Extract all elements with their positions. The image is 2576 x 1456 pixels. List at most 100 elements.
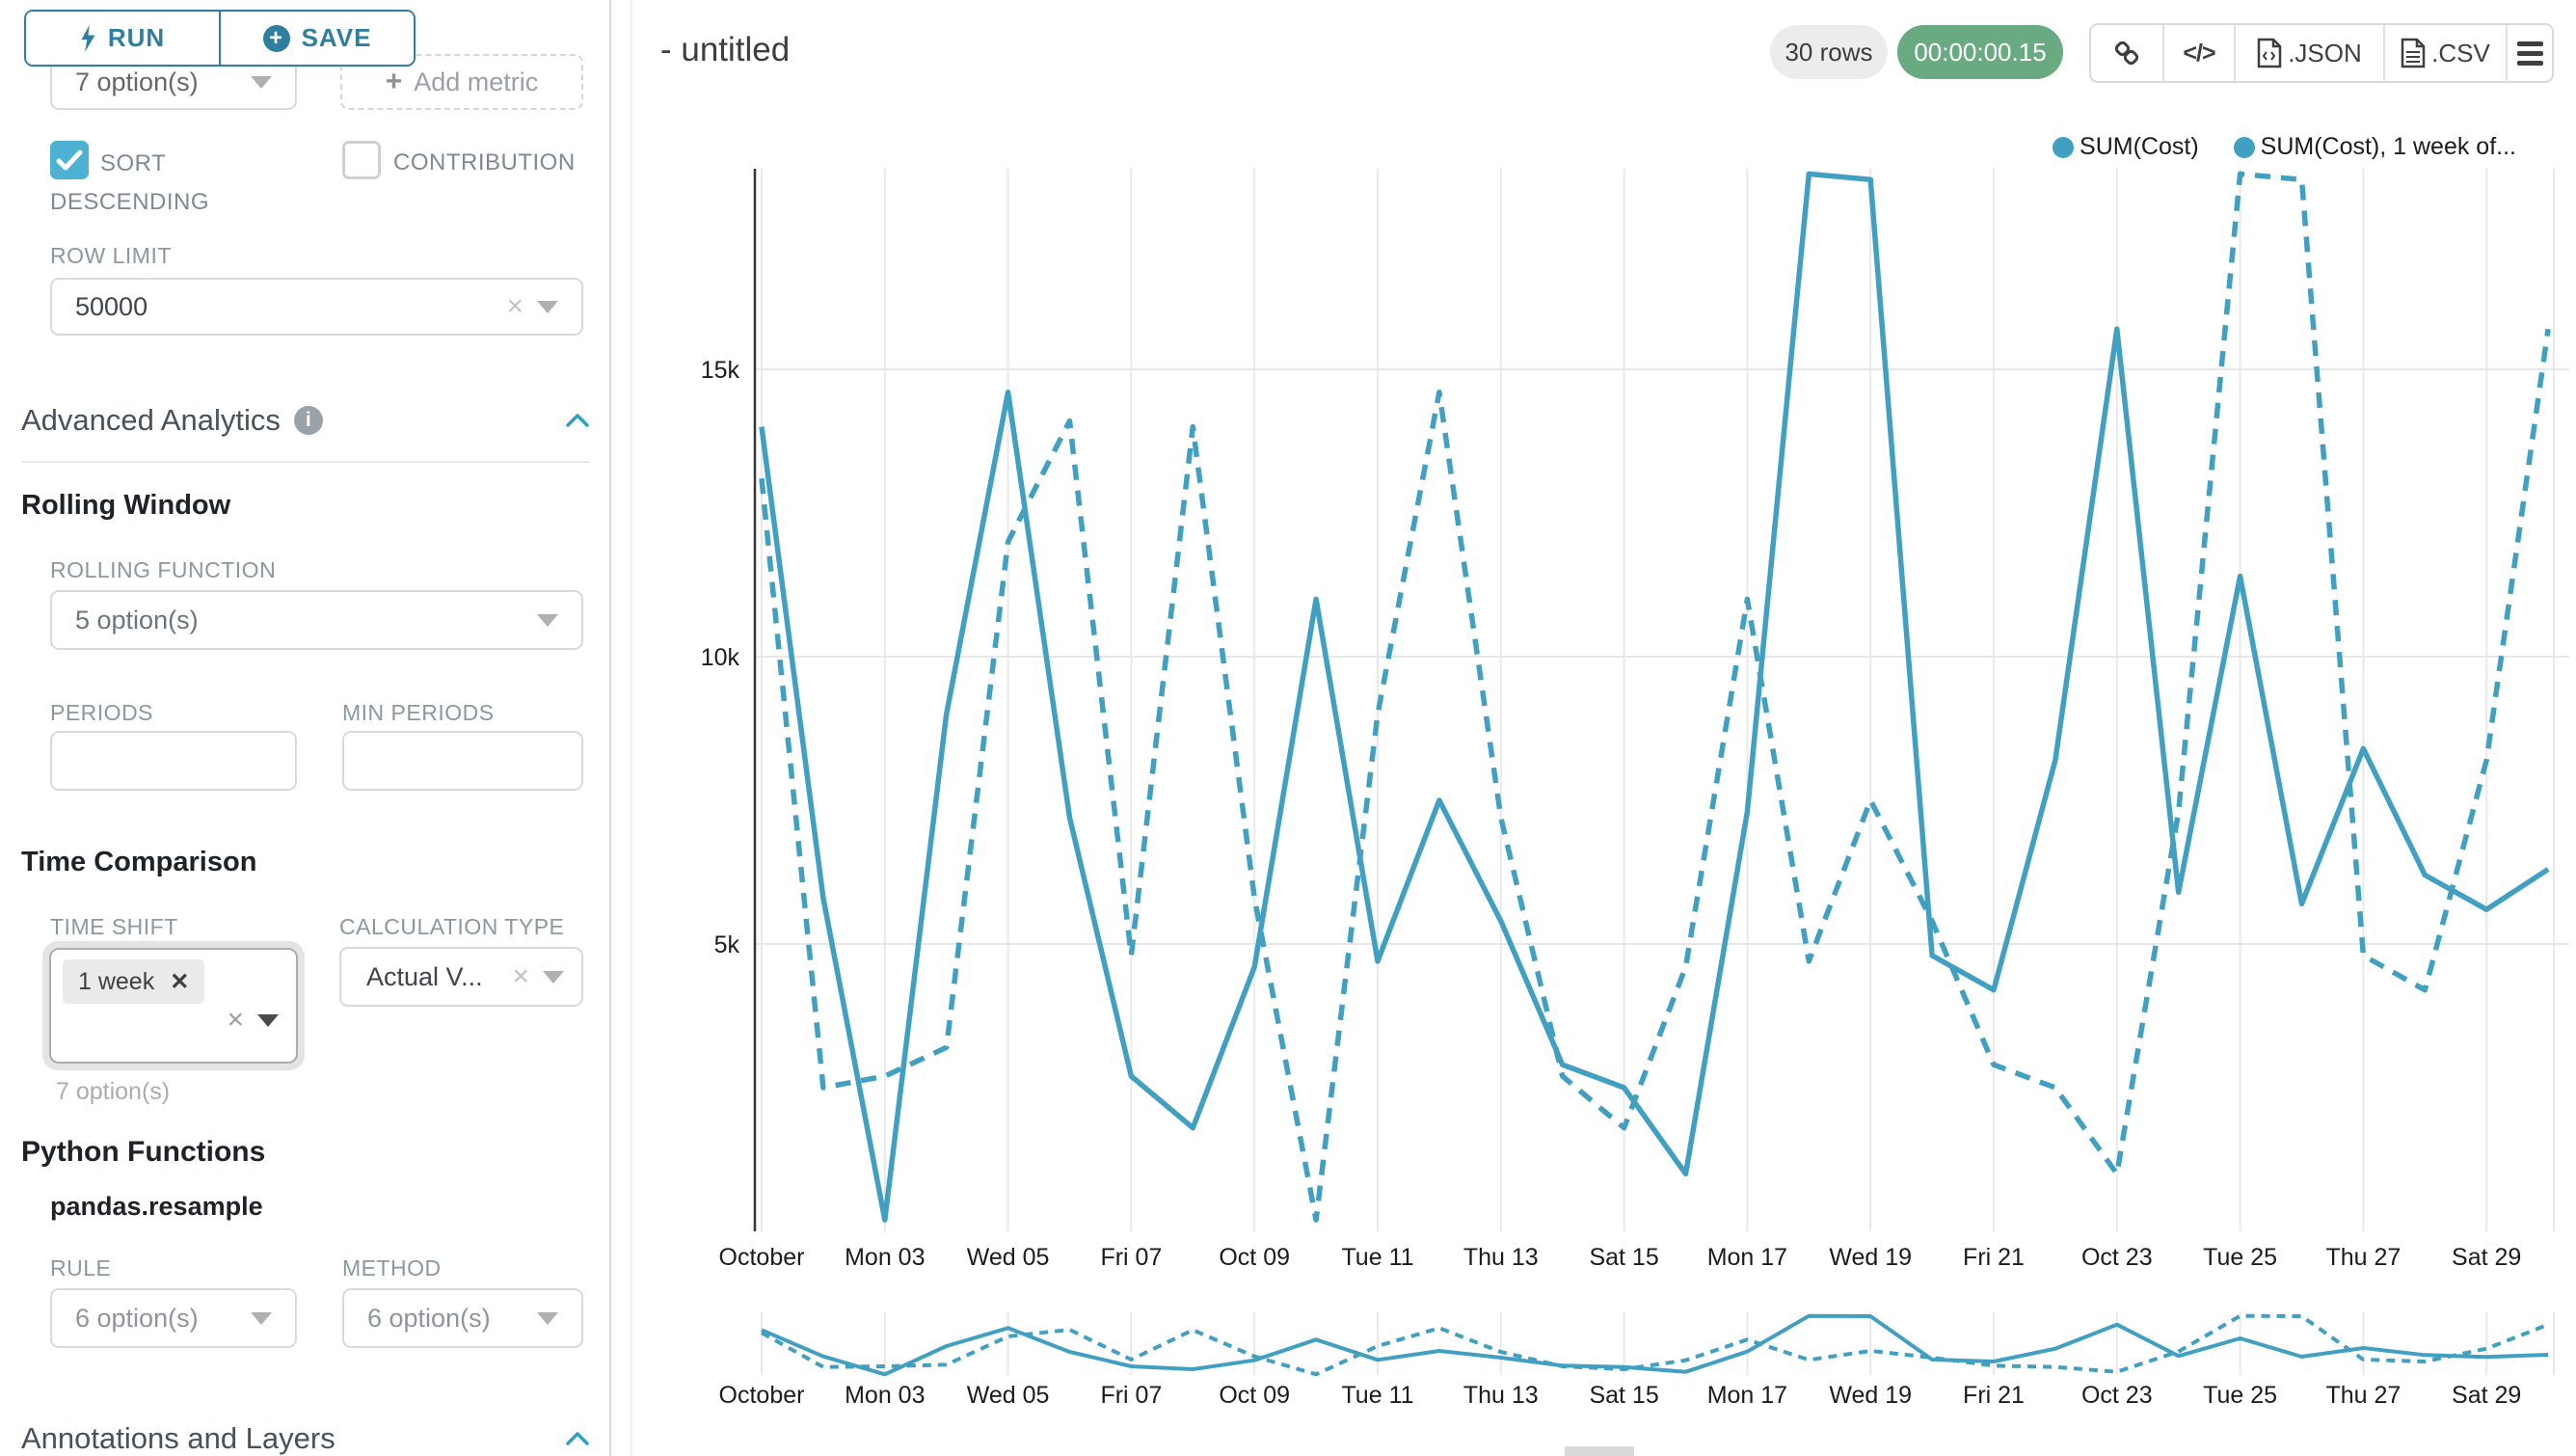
svg-text:5k: 5k xyxy=(714,931,740,958)
rule-select[interactable]: 6 option(s) xyxy=(50,1288,297,1348)
groupby-select-value: 7 option(s) xyxy=(75,67,199,96)
svg-text:Fri 07: Fri 07 xyxy=(1100,1244,1162,1271)
plus-circle-icon: + xyxy=(262,24,290,52)
svg-text:10k: 10k xyxy=(701,644,740,671)
run-save-button-group: RUN + SAVE xyxy=(24,10,416,67)
svg-text:Tue 25: Tue 25 xyxy=(2203,1382,2277,1409)
periods-input[interactable] xyxy=(50,731,297,791)
legend-dot xyxy=(2053,136,2075,158)
svg-text:Tue 11: Tue 11 xyxy=(1341,1244,1413,1271)
periods-label: PERIODS xyxy=(50,700,154,725)
add-metric-button[interactable]: + Add metric xyxy=(340,54,583,110)
method-label: METHOD xyxy=(342,1255,442,1281)
legend-item-sum-cost-offset[interactable]: SUM(Cost), 1 week of... xyxy=(2233,133,2516,161)
svg-text:Oct 23: Oct 23 xyxy=(2081,1244,2153,1271)
time-shift-inner: 1 week ✕ × xyxy=(49,948,298,1064)
svg-text:Sat 15: Sat 15 xyxy=(1589,1244,1658,1271)
json-file-icon xyxy=(2257,38,2282,68)
add-metric-label: Add metric xyxy=(414,67,539,96)
run-button[interactable]: RUN xyxy=(26,12,219,65)
clear-icon[interactable]: × xyxy=(227,1004,244,1036)
svg-text:Fri 21: Fri 21 xyxy=(1963,1382,2025,1409)
time-comparison-title: Time Comparison xyxy=(21,847,257,877)
svg-text:Mon 17: Mon 17 xyxy=(1707,1244,1787,1271)
annotations-title: Annotations and Layers xyxy=(21,1421,335,1455)
svg-text:Thu 27: Thu 27 xyxy=(2325,1382,2401,1409)
sort-descending-checkbox[interactable] xyxy=(50,141,89,179)
check-icon xyxy=(56,149,83,171)
caret-down-icon xyxy=(537,300,558,313)
lightning-icon xyxy=(81,24,95,52)
calculation-type-select[interactable]: Actual V... × xyxy=(339,947,583,1007)
advanced-analytics-header[interactable]: Advanced Analytics i xyxy=(21,403,590,438)
row-limit-label: ROW LIMIT xyxy=(50,243,172,268)
method-value: 6 option(s) xyxy=(367,1303,491,1333)
min-periods-input[interactable] xyxy=(342,731,583,791)
svg-text:15k: 15k xyxy=(701,357,740,384)
legend-item-sum-cost[interactable]: SUM(Cost) xyxy=(2053,133,2199,161)
code-icon: </> xyxy=(2183,39,2215,67)
svg-text:Oct 09: Oct 09 xyxy=(1219,1244,1290,1271)
caret-down-icon xyxy=(257,1013,279,1027)
save-button-label: SAVE xyxy=(301,23,372,52)
time-shift-tag: 1 week ✕ xyxy=(63,959,205,1004)
svg-text:October: October xyxy=(719,1244,805,1271)
svg-text:Wed 05: Wed 05 xyxy=(967,1244,1050,1271)
rows-badge: 30 rows xyxy=(1770,25,1888,79)
rolling-function-select[interactable]: 5 option(s) xyxy=(50,590,583,650)
caret-down-icon xyxy=(251,75,272,89)
context-brush-chart[interactable]: October Mon 03 Wed 05 Fri 07 Oct 09 Tue 11 Thu… xyxy=(612,1304,2576,1424)
caret-down-icon xyxy=(537,1311,558,1325)
export-json-button[interactable]: .JSON xyxy=(2234,25,2383,81)
legend-dot xyxy=(2233,136,2255,158)
save-button[interactable]: + SAVE xyxy=(219,12,414,65)
link-icon xyxy=(2114,40,2139,66)
main-line-chart[interactable]: 5k 10k 15k October Mon 03 Wed 05 Fri 07 Oct 09 T… xyxy=(612,154,2576,1282)
clear-icon[interactable]: × xyxy=(512,960,529,992)
time-shift-label: TIME SHIFT xyxy=(50,914,178,939)
panel-divider[interactable] xyxy=(609,0,611,1456)
export-csv-button[interactable]: .CSV xyxy=(2383,25,2506,81)
caret-down-icon xyxy=(251,1311,272,1325)
remove-tag-icon[interactable]: ✕ xyxy=(170,968,190,995)
view-query-button[interactable]: </> xyxy=(2162,25,2234,81)
share-link-button[interactable] xyxy=(2091,25,2162,81)
method-select[interactable]: 6 option(s) xyxy=(342,1288,583,1348)
run-button-label: RUN xyxy=(107,23,166,52)
rolling-window-title: Rolling Window xyxy=(21,490,231,521)
sort-descending-label: SORT DESCENDING xyxy=(50,150,210,215)
legend-label: SUM(Cost), 1 week of... xyxy=(2260,133,2516,160)
svg-text:October: October xyxy=(719,1382,805,1409)
annotations-header[interactable]: Annotations and Layers xyxy=(21,1421,590,1456)
time-shift-multiselect[interactable]: 1 week ✕ × xyxy=(42,941,305,1070)
svg-text:Thu 13: Thu 13 xyxy=(1463,1244,1539,1271)
svg-text:Mon 03: Mon 03 xyxy=(845,1244,925,1271)
page-title[interactable]: - untitled xyxy=(660,31,791,68)
svg-text:Sat 15: Sat 15 xyxy=(1589,1382,1658,1409)
calculation-type-label: CALCULATION TYPE xyxy=(339,914,565,939)
chart-menu-button[interactable] xyxy=(2506,25,2552,81)
svg-text:Sat 29: Sat 29 xyxy=(2452,1244,2521,1271)
svg-text:Tue 11: Tue 11 xyxy=(1341,1382,1413,1409)
svg-text:Mon 17: Mon 17 xyxy=(1707,1382,1787,1409)
contribution-checkbox[interactable] xyxy=(342,141,381,179)
chevron-up-icon[interactable] xyxy=(565,413,590,428)
clear-icon[interactable]: × xyxy=(506,290,523,322)
row-limit-value: 50000 xyxy=(75,291,148,321)
advanced-analytics-title: Advanced Analytics xyxy=(21,403,281,437)
info-icon[interactable]: i xyxy=(293,406,323,435)
section-divider xyxy=(21,461,590,463)
caret-down-icon xyxy=(543,970,564,984)
row-limit-select[interactable]: 50000 × xyxy=(50,278,583,336)
svg-text:Tue 25: Tue 25 xyxy=(2203,1244,2277,1271)
python-functions-title: Python Functions xyxy=(21,1136,266,1168)
svg-text:Sat 29: Sat 29 xyxy=(2452,1382,2521,1409)
svg-text:Wed 05: Wed 05 xyxy=(967,1382,1050,1409)
drag-handle[interactable] xyxy=(1565,1446,1634,1456)
chevron-up-icon[interactable] xyxy=(565,1431,590,1446)
contribution-label: CONTRIBUTION xyxy=(393,149,576,175)
svg-text:Wed 19: Wed 19 xyxy=(1829,1382,1912,1409)
calculation-type-value: Actual V... xyxy=(366,961,483,991)
svg-text:Fri 21: Fri 21 xyxy=(1963,1244,2025,1271)
